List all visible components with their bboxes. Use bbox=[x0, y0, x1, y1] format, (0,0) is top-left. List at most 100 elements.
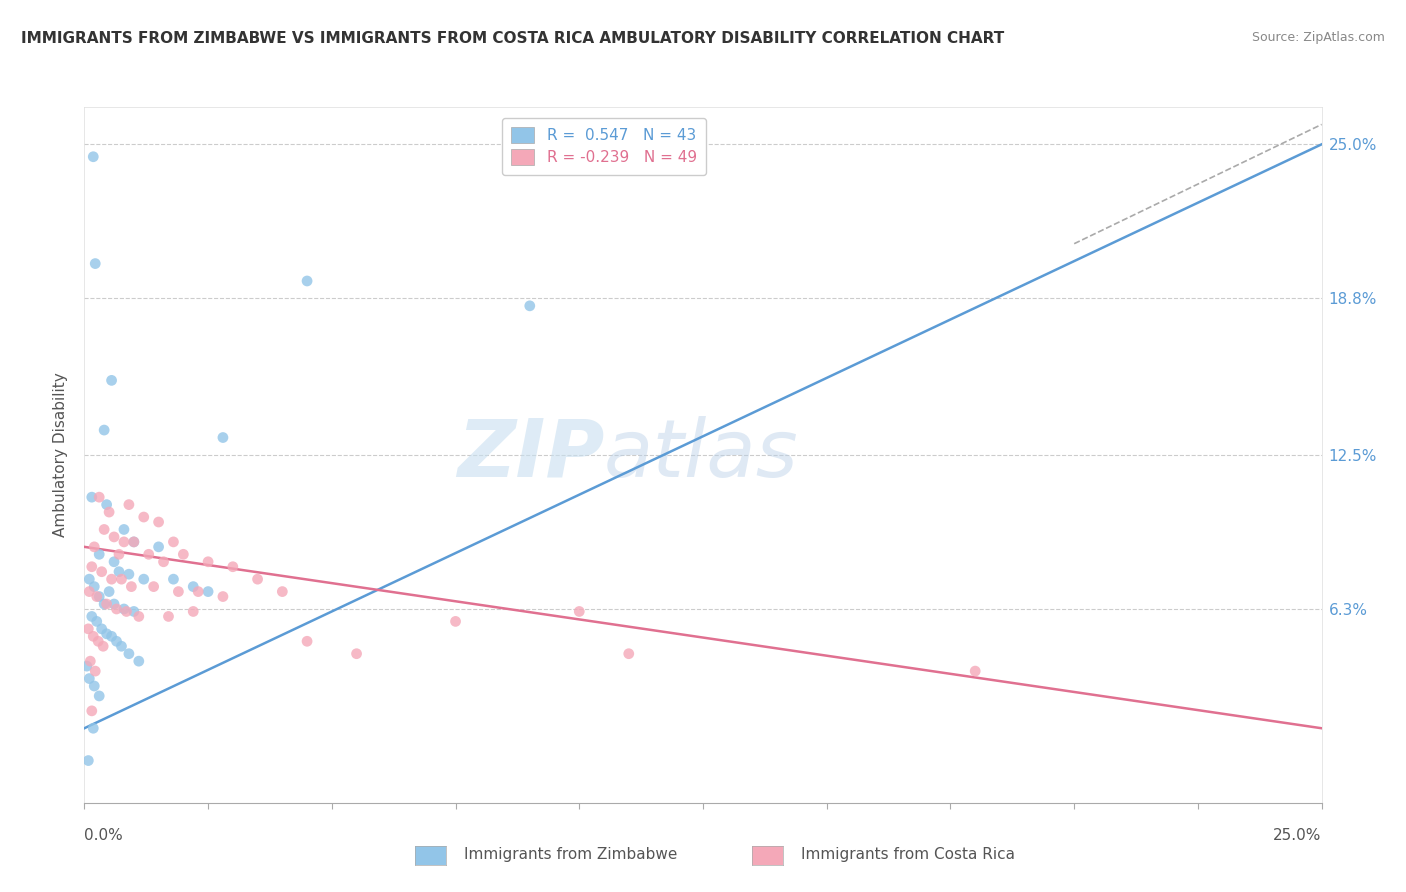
Point bbox=[105, 634, 128, 648]
Point bbox=[132, 572, 155, 586]
Point bbox=[89, 547, 111, 561]
Point bbox=[93, 523, 115, 537]
Point bbox=[93, 423, 115, 437]
Point bbox=[138, 547, 160, 561]
Point bbox=[246, 572, 269, 586]
Point bbox=[105, 602, 128, 616]
Point bbox=[295, 634, 318, 648]
Point bbox=[181, 605, 204, 619]
Text: 25.0%: 25.0% bbox=[1274, 828, 1322, 843]
Point bbox=[96, 627, 118, 641]
Point bbox=[122, 534, 145, 549]
Point bbox=[212, 431, 235, 445]
Point bbox=[212, 590, 235, 604]
Point bbox=[122, 534, 145, 549]
Point bbox=[167, 584, 190, 599]
Point bbox=[86, 615, 108, 629]
Point bbox=[271, 584, 294, 599]
Point bbox=[83, 580, 105, 594]
Point bbox=[152, 555, 174, 569]
Point bbox=[148, 540, 170, 554]
Point bbox=[172, 547, 194, 561]
Point bbox=[108, 565, 131, 579]
Point bbox=[96, 597, 118, 611]
Point bbox=[103, 555, 125, 569]
Point bbox=[346, 647, 368, 661]
Point bbox=[80, 609, 103, 624]
Point bbox=[77, 622, 100, 636]
Point bbox=[118, 498, 141, 512]
Point bbox=[103, 530, 125, 544]
Point bbox=[118, 647, 141, 661]
Point bbox=[965, 664, 987, 678]
Point bbox=[148, 515, 170, 529]
Point bbox=[82, 629, 104, 643]
Point bbox=[80, 490, 103, 504]
Point bbox=[89, 590, 111, 604]
Text: IMMIGRANTS FROM ZIMBABWE VS IMMIGRANTS FROM COSTA RICA AMBULATORY DISABILITY COR: IMMIGRANTS FROM ZIMBABWE VS IMMIGRANTS F… bbox=[21, 31, 1004, 46]
Point bbox=[80, 704, 103, 718]
Point bbox=[617, 647, 640, 661]
Point bbox=[84, 257, 107, 271]
Point bbox=[76, 659, 98, 673]
Point bbox=[77, 754, 100, 768]
Text: atlas: atlas bbox=[605, 416, 799, 494]
Point bbox=[295, 274, 318, 288]
Point bbox=[89, 490, 111, 504]
Point bbox=[103, 597, 125, 611]
Point bbox=[83, 679, 105, 693]
Point bbox=[112, 602, 135, 616]
Point bbox=[128, 654, 150, 668]
Legend: R =  0.547   N = 43, R = -0.239   N = 49: R = 0.547 N = 43, R = -0.239 N = 49 bbox=[502, 118, 706, 175]
Point bbox=[80, 559, 103, 574]
Point bbox=[568, 605, 591, 619]
Point bbox=[87, 634, 110, 648]
Point bbox=[79, 672, 101, 686]
Point bbox=[222, 559, 245, 574]
Point bbox=[91, 639, 114, 653]
Point bbox=[115, 605, 138, 619]
Point bbox=[79, 572, 101, 586]
Y-axis label: Ambulatory Disability: Ambulatory Disability bbox=[53, 373, 69, 537]
Point bbox=[122, 605, 145, 619]
Text: 0.0%: 0.0% bbox=[84, 828, 124, 843]
Point bbox=[112, 534, 135, 549]
Point bbox=[96, 498, 118, 512]
Point bbox=[93, 597, 115, 611]
Text: ZIP: ZIP bbox=[457, 416, 605, 494]
Point bbox=[112, 523, 135, 537]
Point bbox=[181, 580, 204, 594]
Point bbox=[86, 590, 108, 604]
Point bbox=[84, 664, 107, 678]
Point bbox=[79, 654, 101, 668]
Point bbox=[519, 299, 541, 313]
Point bbox=[90, 622, 112, 636]
Point bbox=[108, 547, 131, 561]
Point bbox=[162, 534, 184, 549]
Point bbox=[98, 505, 121, 519]
Point bbox=[128, 609, 150, 624]
Point bbox=[197, 555, 219, 569]
Point bbox=[197, 584, 219, 599]
Point bbox=[100, 572, 122, 586]
Point bbox=[89, 689, 111, 703]
Point bbox=[157, 609, 180, 624]
Point bbox=[110, 572, 132, 586]
Point bbox=[120, 580, 142, 594]
Point bbox=[444, 615, 467, 629]
Point bbox=[110, 639, 132, 653]
Point bbox=[187, 584, 209, 599]
Point bbox=[83, 540, 105, 554]
Point bbox=[162, 572, 184, 586]
Text: Source: ZipAtlas.com: Source: ZipAtlas.com bbox=[1251, 31, 1385, 45]
Point bbox=[98, 584, 121, 599]
Point bbox=[118, 567, 141, 582]
Point bbox=[100, 373, 122, 387]
Point bbox=[132, 510, 155, 524]
Point bbox=[90, 565, 112, 579]
Point bbox=[79, 584, 101, 599]
Text: Immigrants from Costa Rica: Immigrants from Costa Rica bbox=[801, 847, 1015, 862]
Point bbox=[100, 629, 122, 643]
Point bbox=[142, 580, 165, 594]
Text: Immigrants from Zimbabwe: Immigrants from Zimbabwe bbox=[464, 847, 678, 862]
